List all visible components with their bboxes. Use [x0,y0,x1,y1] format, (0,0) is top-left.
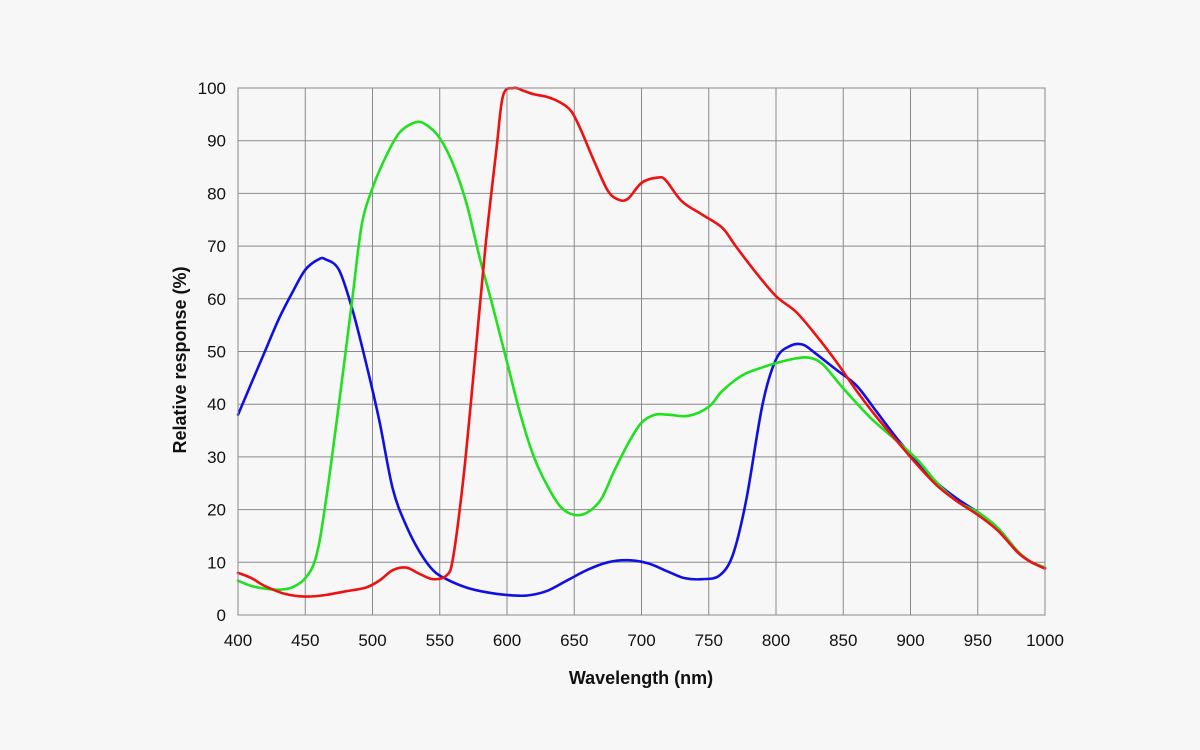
x-tick-label: 650 [560,631,588,650]
x-tick-label: 800 [762,631,790,650]
y-tick-label: 10 [207,553,226,572]
series-group [236,86,1047,598]
y-tick-labels: 0 10 20 30 40 50 60 70 80 90 100 [198,79,226,625]
y-tick-label: 40 [207,395,226,414]
series-line-3 [236,86,1047,598]
x-tick-label: 1000 [1026,631,1064,650]
x-tick-label: 450 [291,631,319,650]
y-tick-label: 20 [207,501,226,520]
y-tick-label: 60 [207,290,226,309]
x-tick-label: 400 [224,631,252,650]
x-tick-label: 550 [426,631,454,650]
x-tick-label: 900 [896,631,924,650]
x-tick-label: 700 [627,631,655,650]
y-tick-label: 50 [207,343,226,362]
x-tick-label: 500 [358,631,386,650]
y-tick-label: 0 [217,606,226,625]
y-tick-label: 70 [207,237,226,256]
y-tick-label: 90 [207,132,226,151]
series-line-1 [236,256,1047,598]
x-tick-label: 750 [695,631,723,650]
y-axis-title: Relative response (%) [170,266,190,453]
series-line-2 [236,120,1047,592]
plot-frame [237,87,1046,616]
x-tick-labels: 400 450 500 550 600 650 700 750 800 850 900 950 1000 [224,631,1064,650]
x-tick-label: 950 [964,631,992,650]
x-tick-label: 600 [493,631,521,650]
y-tick-label: 80 [207,184,226,203]
y-tick-label: 100 [198,79,226,98]
x-axis-title: Wavelength (nm) [569,668,713,688]
y-tick-label: 30 [207,448,226,467]
x-tick-label: 850 [829,631,857,650]
